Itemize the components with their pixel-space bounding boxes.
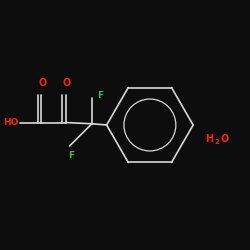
Text: F: F (68, 152, 74, 160)
Text: O: O (220, 134, 228, 143)
Text: HO: HO (3, 118, 18, 127)
Text: O: O (63, 78, 71, 88)
Text: 2: 2 (215, 138, 220, 144)
Text: F: F (97, 91, 103, 100)
Text: O: O (38, 78, 46, 88)
Text: H: H (206, 134, 214, 143)
